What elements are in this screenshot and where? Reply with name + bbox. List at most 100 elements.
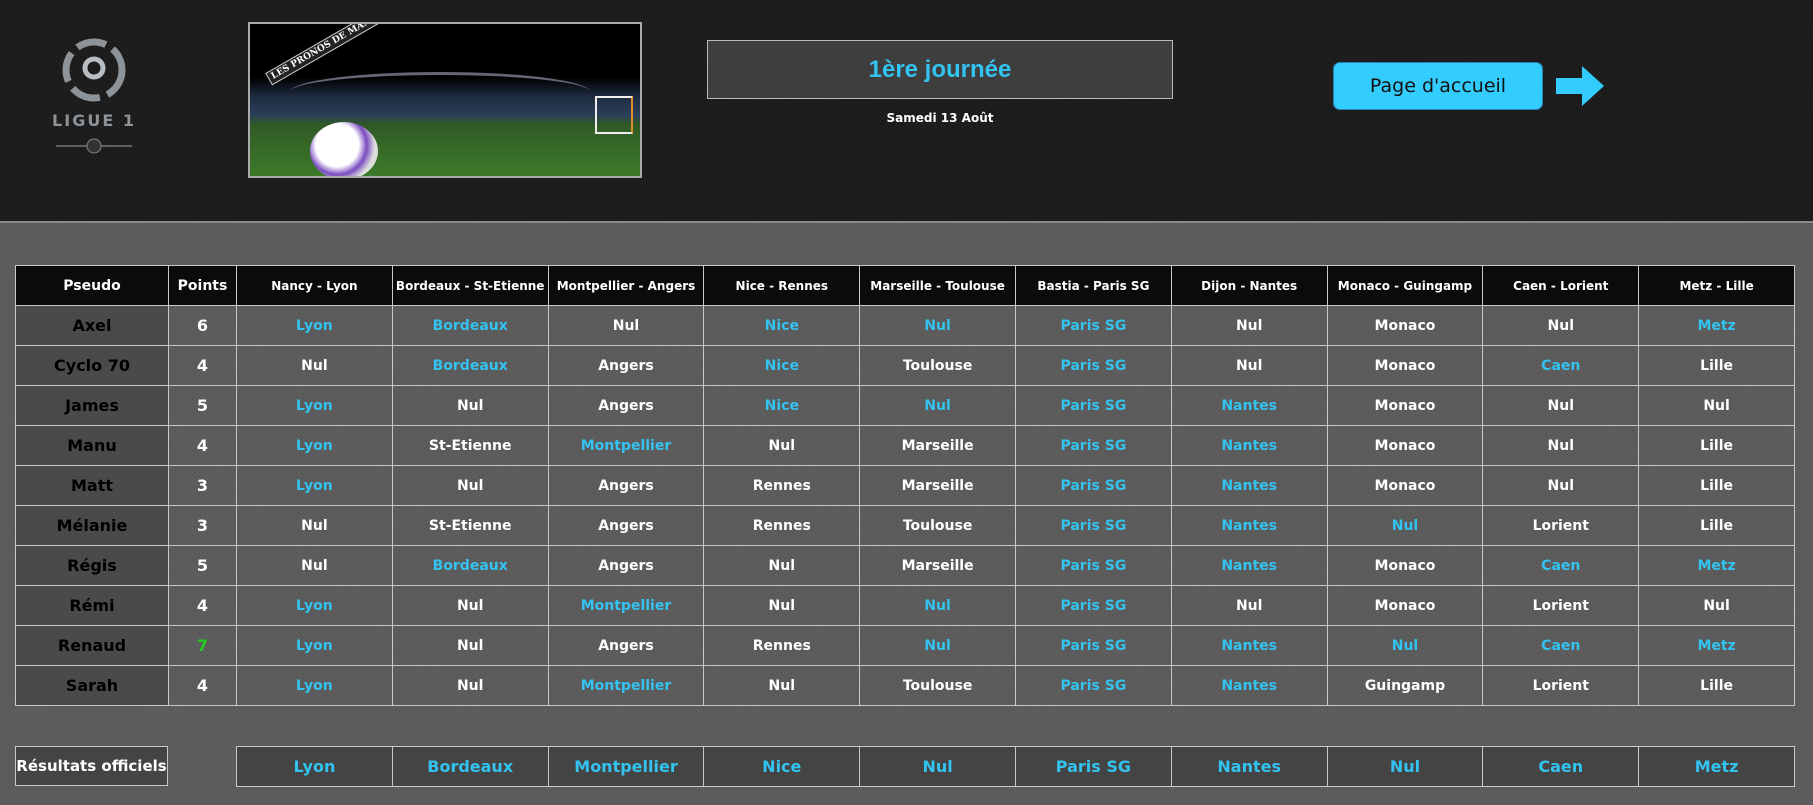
table-row: Axel 6 Lyon Bordeaux Nul Nice Nul Paris SG Nul Mo…	[15, 305, 1795, 346]
pick-cell: Lille	[1638, 665, 1795, 706]
column-header: Marseille - Toulouse	[859, 265, 1016, 306]
pick-cell: Nul	[236, 505, 393, 546]
pick-cell: Lyon	[236, 425, 393, 466]
page-title: 1ère journée	[707, 40, 1173, 99]
pick-cell: Monaco	[1326, 585, 1484, 626]
points-cell: 3	[168, 505, 237, 546]
pick-cell: Angers	[547, 345, 705, 386]
pick-cell: Nul	[1326, 505, 1484, 546]
pick-cell: Paris SG	[1014, 585, 1172, 626]
pick-cell: Nul	[1638, 385, 1795, 426]
pseudo-cell: Cyclo 70	[15, 345, 169, 386]
pick-cell: Nantes	[1170, 385, 1328, 426]
column-header: Montpellier - Angers	[547, 265, 705, 306]
official-result-cell: Paris SG	[1014, 746, 1172, 787]
table-row: Régis 5 Nul Bordeaux Angers Nul Marseille Paris…	[15, 545, 1795, 586]
pick-cell: Nul	[859, 585, 1016, 626]
pseudo-cell: Matt	[15, 465, 169, 506]
pick-cell: Nul	[1170, 305, 1328, 346]
pick-cell: Rennes	[703, 505, 861, 546]
pick-cell: Paris SG	[1014, 665, 1172, 706]
pick-cell: Caen	[1482, 345, 1640, 386]
pick-cell: Angers	[547, 465, 705, 506]
arrow-right-icon[interactable]	[1556, 66, 1604, 106]
table-row: James 5 Lyon Nul Angers Nice Nul Paris SG Nantes…	[15, 385, 1795, 426]
pick-cell: Paris SG	[1014, 385, 1172, 426]
pick-cell: Nul	[547, 305, 705, 346]
pick-cell: Nul	[1326, 625, 1484, 666]
pick-cell: Nul	[703, 665, 861, 706]
pick-cell: Toulouse	[859, 665, 1016, 706]
pick-cell: Lille	[1638, 505, 1795, 546]
official-result-cell: Nantes	[1170, 746, 1328, 787]
pick-cell: Nul	[391, 465, 549, 506]
pick-cell: Nul	[703, 585, 861, 626]
pick-cell: Nice	[703, 305, 861, 346]
pseudo-cell: Mélanie	[15, 505, 169, 546]
pick-cell: Lille	[1638, 345, 1795, 386]
table-row: Cyclo 70 4 Nul Bordeaux Angers Nice Toulouse Pa…	[15, 345, 1795, 386]
pick-cell: Angers	[547, 385, 705, 426]
pick-cell: Nul	[236, 345, 393, 386]
predictions-table: Pseudo Points Nancy - Lyon Bordeaux - St-Et…	[15, 265, 1795, 706]
official-result-cell: Montpellier	[547, 746, 705, 787]
pick-cell: Nul	[703, 545, 861, 586]
official-results-label: Résultats officiels	[15, 746, 168, 786]
pick-cell: Paris SG	[1014, 545, 1172, 586]
pick-cell: Nul	[859, 385, 1016, 426]
pick-cell: Toulouse	[859, 345, 1016, 386]
pick-cell: Lyon	[236, 585, 393, 626]
pseudo-cell: Sarah	[15, 665, 169, 706]
pick-cell: Metz	[1638, 545, 1795, 586]
pick-cell: Montpellier	[547, 585, 705, 626]
pick-cell: Nice	[703, 385, 861, 426]
points-cell: 4	[168, 665, 237, 706]
pick-cell: Lille	[1638, 465, 1795, 506]
points-cell: 4	[168, 345, 237, 386]
pseudo-cell: Axel	[15, 305, 169, 346]
pick-cell: Bordeaux	[391, 545, 549, 586]
pick-cell: Paris SG	[1014, 345, 1172, 386]
official-result-cell: Nice	[703, 746, 861, 787]
pick-cell: Nantes	[1170, 545, 1328, 586]
table-row: Rémi 4 Lyon Nul Montpellier Nul Nul Paris SG Nul…	[15, 585, 1795, 626]
ligue1-logo: LIGUE 1	[52, 38, 136, 154]
pseudo-cell: James	[15, 385, 169, 426]
pick-cell: Nantes	[1170, 465, 1328, 506]
pick-cell: Paris SG	[1014, 505, 1172, 546]
pick-cell: Nul	[391, 385, 549, 426]
home-page-button[interactable]: Page d'accueil	[1333, 62, 1543, 110]
column-header: Nancy - Lyon	[236, 265, 393, 306]
pick-cell: Marseille	[859, 425, 1016, 466]
pseudo-cell: Régis	[15, 545, 169, 586]
pick-cell: Nantes	[1170, 425, 1328, 466]
table-row: Mélanie 3 Nul St-Etienne Angers Rennes Toulous…	[15, 505, 1795, 546]
points-cell: 3	[168, 465, 237, 506]
pick-cell: Angers	[547, 505, 705, 546]
pick-cell: Rennes	[703, 465, 861, 506]
pick-cell: Nantes	[1170, 665, 1328, 706]
pick-cell: Caen	[1482, 545, 1640, 586]
pick-cell: Nul	[1482, 425, 1640, 466]
pick-cell: Nantes	[1170, 625, 1328, 666]
pick-cell: Nice	[703, 345, 861, 386]
pick-cell: Lyon	[236, 305, 393, 346]
pick-cell: Nul	[703, 425, 861, 466]
pick-cell: Metz	[1638, 305, 1795, 346]
pick-cell: Lorient	[1482, 585, 1640, 626]
table-row: Sarah 4 Lyon Nul Montpellier Nul Toulouse Paris…	[15, 665, 1795, 706]
pick-cell: Monaco	[1326, 425, 1484, 466]
points-cell: 5	[168, 385, 237, 426]
official-result-cell: Bordeaux	[391, 746, 549, 787]
pick-cell: Lyon	[236, 465, 393, 506]
table-header-row: Pseudo Points Nancy - Lyon Bordeaux - St-Et…	[15, 265, 1795, 306]
svg-text:LIGUE 1: LIGUE 1	[52, 111, 136, 130]
points-cell: 4	[168, 425, 237, 466]
pseudo-cell: Rémi	[15, 585, 169, 626]
pick-cell: Lorient	[1482, 665, 1640, 706]
pick-cell: Paris SG	[1014, 465, 1172, 506]
pick-cell: Toulouse	[859, 505, 1016, 546]
official-results-table: Lyon Bordeaux Montpellier Nice Nul Paris SG Na…	[236, 746, 1795, 787]
pick-cell: Nul	[391, 585, 549, 626]
pick-cell: Guingamp	[1326, 665, 1484, 706]
